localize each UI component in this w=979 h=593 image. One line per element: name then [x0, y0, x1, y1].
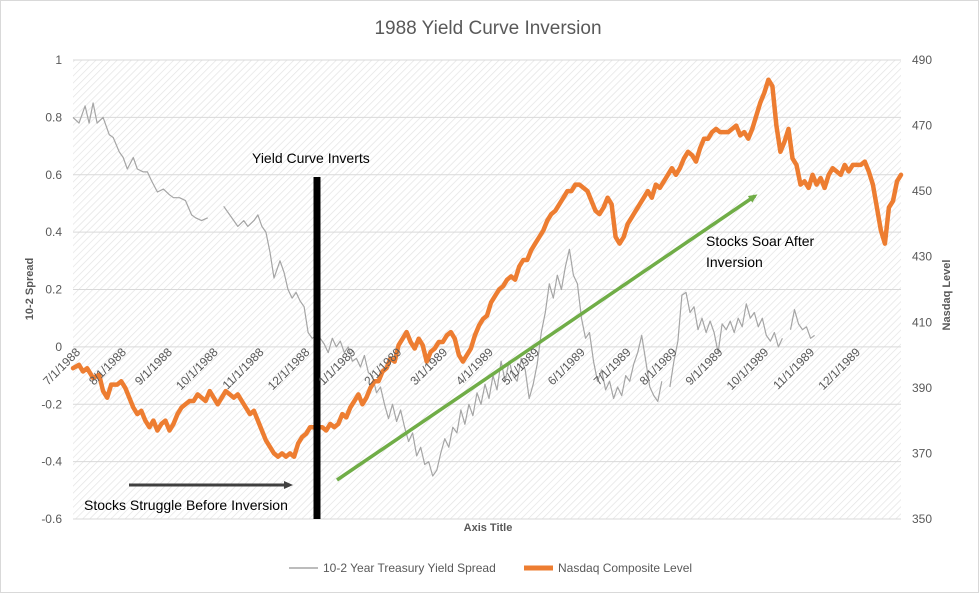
- left-tick-label: -0.4: [41, 455, 62, 469]
- right-axis-ticks: 490 470 450 430 410 390 370 350: [912, 53, 932, 526]
- annotation-yield-curve-inverts: Yield Curve Inverts: [252, 150, 370, 166]
- legend-label-spread: 10-2 Year Treasury Yield Spread: [323, 561, 496, 575]
- chart-title: 1988 Yield Curve Inversion: [374, 18, 601, 39]
- left-axis-ticks: 1 0.8 0.6 0.4 0.2 0 -0.2 -0.4 -0.6: [41, 53, 62, 526]
- right-tick-label: 350: [912, 512, 932, 526]
- left-tick-label: 1: [55, 53, 62, 67]
- up-trend-arrow: [336, 194, 758, 482]
- spread-line: [72, 102, 815, 477]
- left-tick-label: -0.2: [41, 397, 62, 411]
- legend: 10-2 Year Treasury Yield Spread Nasdaq C…: [289, 561, 692, 575]
- nasdaq-line: [70, 77, 904, 459]
- right-tick-label: 490: [912, 53, 932, 67]
- left-tick-label: -0.6: [41, 512, 62, 526]
- annotation-stocks-soar-line2: Inversion: [706, 254, 763, 270]
- right-tick-label: 450: [912, 184, 932, 198]
- right-tick-label: 410: [912, 315, 932, 329]
- right-tick-label: 390: [912, 381, 932, 395]
- right-tick-label: 470: [912, 119, 932, 133]
- annotation-stocks-struggle: Stocks Struggle Before Inversion: [84, 497, 288, 513]
- left-tick-label: 0.6: [45, 168, 62, 182]
- nasdaq-series: [70, 77, 904, 459]
- spread-series: [72, 102, 815, 477]
- left-axis-title: 10-2 Spread: [24, 258, 36, 320]
- gridlines: [73, 59, 901, 520]
- left-tick-label: 0: [55, 340, 62, 354]
- annotation-stocks-soar-line1: Stocks Soar After: [706, 233, 814, 249]
- right-tick-label: 430: [912, 250, 932, 264]
- left-tick-label: 0.4: [45, 225, 62, 239]
- x-axis-title: Axis Title: [464, 522, 513, 534]
- right-tick-label: 370: [912, 446, 932, 460]
- legend-label-nasdaq: Nasdaq Composite Level: [558, 561, 692, 575]
- left-tick-label: 0.8: [45, 110, 62, 124]
- right-axis-title: Nasdaq Level: [941, 260, 953, 331]
- left-tick-label: 0.2: [45, 283, 62, 297]
